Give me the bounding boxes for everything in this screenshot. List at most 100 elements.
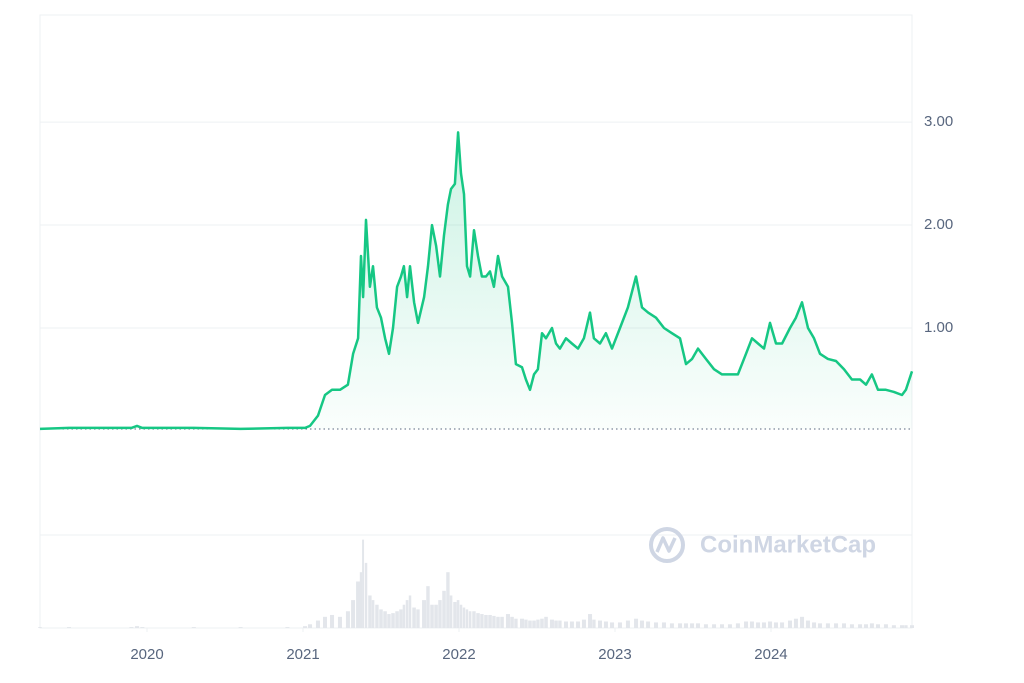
volume-bar bbox=[576, 621, 581, 628]
y-tick-label: 2.00 bbox=[924, 216, 953, 233]
y-tick-label: 3.00 bbox=[924, 113, 953, 130]
volume-bar bbox=[869, 623, 874, 628]
volume-bar bbox=[834, 623, 839, 628]
volume-bar bbox=[910, 625, 914, 628]
volume-bar bbox=[488, 614, 492, 628]
volume-bar bbox=[598, 620, 603, 628]
volume-bar bbox=[337, 616, 342, 628]
volume-bar bbox=[669, 623, 674, 628]
volume-bar bbox=[634, 618, 639, 628]
volume-bar bbox=[492, 615, 496, 628]
volume-bar bbox=[356, 581, 361, 628]
volume-bar bbox=[510, 616, 514, 628]
volume-bar bbox=[564, 621, 569, 628]
volume-bar bbox=[603, 621, 608, 628]
x-tick-label: 2022 bbox=[442, 646, 475, 663]
volume-bar bbox=[383, 611, 387, 628]
volume-bar bbox=[558, 620, 562, 628]
volume-bar bbox=[528, 620, 532, 628]
volume-bar bbox=[442, 590, 446, 628]
volume-bar bbox=[500, 616, 504, 628]
volume-bar bbox=[532, 620, 536, 628]
volume-bar bbox=[849, 624, 854, 628]
volume-bar bbox=[788, 620, 793, 628]
volume-bar bbox=[368, 595, 372, 628]
volume-bar bbox=[617, 622, 622, 628]
volume-bar bbox=[735, 623, 740, 628]
volume-bar bbox=[756, 622, 761, 628]
volume-bar bbox=[540, 618, 544, 628]
volume-bar bbox=[459, 604, 463, 628]
volume-bar bbox=[524, 619, 528, 628]
volume-bar bbox=[456, 600, 460, 628]
volume-bar bbox=[780, 622, 785, 628]
volume-bar bbox=[67, 627, 72, 628]
volume-bar bbox=[462, 607, 466, 628]
volume-bar bbox=[364, 562, 368, 628]
volume-bar bbox=[359, 572, 363, 628]
volume-bar bbox=[315, 620, 320, 628]
volume-bar bbox=[285, 627, 290, 628]
volume-bar bbox=[625, 620, 630, 628]
volume-bar bbox=[135, 626, 140, 628]
volume-bar bbox=[484, 614, 488, 628]
volume-bar bbox=[375, 604, 379, 628]
volume-bar bbox=[303, 626, 308, 628]
volume-bar bbox=[446, 572, 450, 628]
volume-bar bbox=[883, 624, 888, 628]
volume-bar bbox=[581, 619, 586, 628]
volume-bar bbox=[379, 609, 383, 628]
volume-bar bbox=[768, 621, 773, 628]
y-tick-label: 1.00 bbox=[924, 319, 953, 336]
volume-bar bbox=[569, 621, 574, 628]
volume-bar bbox=[695, 623, 700, 628]
volume-bar bbox=[712, 624, 717, 628]
volume-bar bbox=[683, 623, 688, 628]
volume-bar bbox=[678, 623, 683, 628]
volume-bar bbox=[727, 624, 732, 628]
volume-bar bbox=[720, 624, 725, 628]
volume-bar bbox=[793, 618, 798, 628]
volume-bar bbox=[749, 621, 754, 628]
volume-bar bbox=[610, 622, 615, 628]
volume-bar bbox=[825, 623, 830, 628]
volume-bar bbox=[426, 586, 430, 628]
volume-bar bbox=[480, 614, 484, 628]
volume-bar bbox=[646, 621, 651, 628]
volume-bar bbox=[661, 622, 666, 628]
plot-frame bbox=[39, 14, 913, 629]
volume-bar bbox=[639, 620, 644, 628]
volume-bar bbox=[391, 613, 395, 628]
volume-bar bbox=[654, 622, 659, 628]
volume-bar bbox=[588, 614, 593, 628]
volume-bar bbox=[38, 627, 42, 628]
volume-bar bbox=[875, 624, 880, 628]
volume-bar bbox=[468, 611, 472, 628]
volume-bar bbox=[817, 623, 822, 628]
volume-bar bbox=[129, 627, 134, 628]
volume-bar bbox=[330, 614, 335, 628]
volume-bar bbox=[514, 618, 518, 628]
volume-bar bbox=[434, 604, 438, 628]
volume-bar bbox=[841, 623, 846, 628]
x-tick-label: 2023 bbox=[598, 646, 631, 663]
volume-bar bbox=[505, 614, 510, 628]
watermark-logo bbox=[649, 527, 685, 563]
volume-bar bbox=[800, 616, 805, 628]
volume-bar bbox=[703, 624, 708, 628]
volume-bar bbox=[812, 622, 817, 628]
volume-bar bbox=[408, 595, 412, 628]
volume-bar bbox=[345, 611, 350, 628]
x-tick-label: 2024 bbox=[754, 646, 787, 663]
volume-bar bbox=[191, 627, 196, 628]
watermark: CoinMarketCap bbox=[700, 531, 876, 558]
price-area bbox=[40, 132, 912, 429]
volume-bar bbox=[422, 600, 427, 628]
volume-bar bbox=[238, 627, 243, 628]
volume-bar bbox=[395, 611, 399, 628]
volume-bar bbox=[453, 601, 457, 628]
volume-bar bbox=[430, 604, 434, 628]
volume-bar bbox=[472, 611, 476, 628]
